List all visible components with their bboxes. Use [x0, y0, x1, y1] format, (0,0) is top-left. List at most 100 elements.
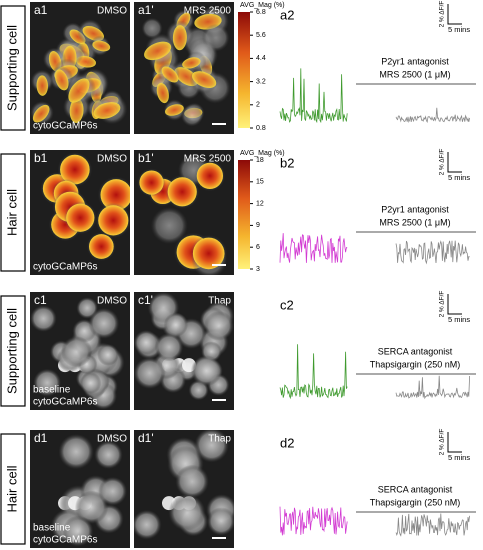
cell [203, 310, 234, 341]
image-content [134, 430, 234, 540]
panel-label: d1 [34, 431, 48, 445]
scale-y: 2 % ΔF/F [439, 291, 446, 318]
image-content [50, 433, 128, 547]
condition-label: Thap [208, 434, 231, 445]
activity [98, 205, 129, 236]
micrograph [134, 2, 234, 134]
cell [134, 357, 166, 390]
trace-scale-bar [447, 432, 462, 453]
cell-type-label: Supporting cell [4, 308, 19, 394]
activity [167, 177, 197, 207]
cell [58, 433, 94, 470]
baseline-trace [279, 506, 348, 536]
colorbar-tick-label: 0.8 [256, 125, 266, 132]
panel-label: b1 [34, 151, 48, 165]
caption: baseline [33, 385, 71, 396]
cell-type-box [0, 295, 26, 407]
condition-label: DMSO [97, 296, 127, 307]
image-content [40, 152, 130, 262]
scale-x: 5 mins [448, 453, 470, 462]
cell [141, 17, 163, 39]
drug-class: P2yr1 antagonist [381, 56, 449, 66]
cell [194, 430, 229, 463]
panel-label: c1' [138, 293, 153, 307]
panel-label: c1 [34, 293, 47, 307]
activity [68, 78, 90, 103]
condition-label: MRS 2500 [184, 6, 232, 17]
panel-label: a1 [34, 3, 48, 17]
scale-y: 2 % ΔF/F [439, 429, 446, 456]
colorbar-tick-label: 5.6 [256, 32, 266, 39]
condition-label: DMSO [97, 434, 127, 445]
baseline-trace [279, 233, 348, 263]
activity [69, 98, 84, 123]
caption: baseline [33, 523, 71, 534]
activity [182, 57, 201, 69]
image-content [30, 19, 128, 125]
image-content [141, 5, 231, 127]
activity [192, 237, 225, 270]
cell [98, 476, 128, 506]
cell [94, 440, 123, 469]
colorbar-tick-label: 2 [256, 102, 260, 109]
condition-label: DMSO [97, 154, 127, 165]
drug-class: P2yr1 antagonist [381, 204, 449, 214]
micrograph [30, 150, 130, 275]
micrograph [134, 292, 234, 410]
trace-scale-bar [447, 4, 462, 25]
drug-name: MRS 2500 (1 μM) [379, 217, 450, 227]
activity [66, 203, 95, 232]
cell [190, 355, 222, 387]
cell [154, 332, 184, 362]
cell [74, 490, 109, 524]
colorbar-title: AVG_Mag (%) [240, 2, 285, 9]
colorbar-title: AVG_Mag (%) [240, 150, 285, 157]
scale-x: 5 mins [448, 315, 470, 324]
caption: cytoGCaMP6s [33, 121, 97, 132]
trace-scale-bar [447, 294, 462, 315]
micrograph [134, 150, 234, 275]
treated-trace [395, 107, 470, 124]
activity [191, 71, 217, 89]
cell-type-label: Hair cell [4, 189, 19, 236]
activity [32, 104, 50, 123]
cell-type-label: Hair cell [4, 465, 19, 512]
cell [60, 336, 93, 368]
cell-type-box [0, 5, 26, 131]
image-content [134, 292, 234, 401]
panel-label: d1' [138, 431, 154, 445]
trace-scale-bar [447, 152, 462, 173]
activity [92, 40, 111, 52]
condition-label: MRS 2500 [184, 154, 232, 165]
drug-name: Thapsigargin (250 nM) [370, 359, 461, 369]
colorbar-tick-label: 3.2 [256, 78, 266, 85]
scale-y: 2 % ΔF/F [439, 149, 446, 176]
activity [36, 75, 48, 96]
cell [163, 312, 189, 337]
cell [30, 305, 57, 332]
cell [180, 104, 204, 127]
activity [54, 69, 69, 91]
cell [88, 307, 120, 339]
colorbar-tick-label: 18 [256, 157, 264, 164]
activity [196, 162, 224, 189]
colorbar-tick-label: 6 [256, 244, 260, 251]
drug-class: SERCA antagonist [378, 346, 453, 356]
treated-trace [395, 513, 470, 537]
micrograph [30, 2, 130, 134]
cell [97, 343, 119, 366]
colorbar-tick-label: 6.8 [256, 9, 266, 16]
colorbar-tick-label: 9 [256, 222, 260, 229]
cell [134, 509, 162, 540]
baseline-trace [279, 68, 348, 124]
trace-panel-label: a2 [280, 7, 294, 22]
activity [139, 170, 164, 195]
activity [100, 179, 130, 211]
cell [175, 464, 209, 499]
cell [79, 372, 102, 394]
panel-label: a1' [138, 3, 154, 17]
drug-name: MRS 2500 (1 μM) [379, 69, 450, 79]
cell-type-box [0, 153, 26, 272]
micrograph [30, 292, 130, 410]
